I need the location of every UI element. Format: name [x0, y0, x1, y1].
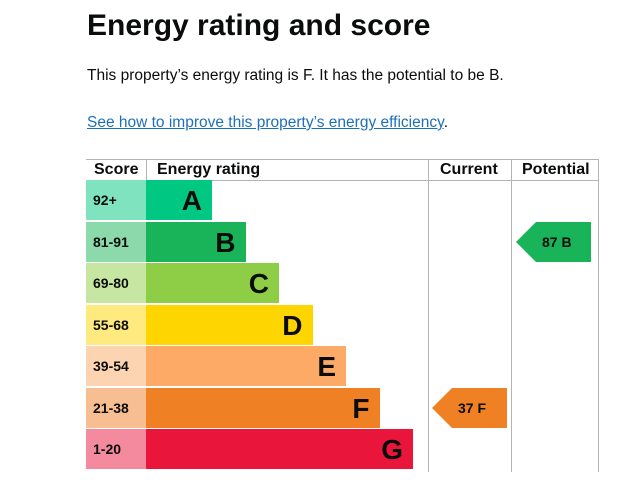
energy-rating-column-header: Energy rating	[157, 161, 261, 178]
current-column-left-border	[428, 159, 429, 472]
band-letter-a: A	[181, 185, 202, 216]
band-letter-c: C	[248, 268, 269, 299]
improve-efficiency-link[interactable]: See how to improve this property’s energ…	[87, 114, 444, 131]
band-letter-f: F	[352, 392, 370, 424]
band-letter-d: D	[282, 309, 303, 341]
band-score-c: 69-80	[86, 263, 146, 303]
improve-link-suffix: .	[443, 114, 448, 131]
band-letter-e: E	[317, 351, 336, 382]
band-bar-c: C	[146, 263, 279, 303]
chart-right-border	[598, 159, 599, 472]
chart-top-border	[86, 159, 599, 160]
potential-rating-text: 87 B	[542, 222, 572, 262]
current-arrow-shape	[432, 387, 507, 428]
band-letter-b: B	[215, 226, 236, 258]
potential-score-value: 87	[542, 233, 558, 250]
band-score-a: 92+	[86, 180, 146, 220]
current-column-header: Current	[440, 161, 498, 178]
potential-column-header: Potential	[522, 161, 590, 178]
current-score-value: 37	[458, 399, 474, 416]
band-bar-e: E	[146, 346, 346, 386]
improve-link-line: See how to improve this property’s energ…	[87, 113, 448, 133]
band-bar-g: G	[146, 429, 413, 469]
score-column-header: Score	[94, 161, 139, 178]
score-column-divider	[146, 159, 147, 181]
rating-summary: This property’s energy rating is F. It h…	[87, 67, 504, 84]
potential-rating-indicator: 87 B	[516, 221, 591, 262]
page-title: Energy rating and score	[87, 9, 431, 42]
potential-arrow-shape	[516, 221, 591, 262]
band-score-d: 55-68	[86, 304, 146, 345]
band-score-g: 1-20	[86, 429, 146, 469]
band-score-e: 39-54	[86, 346, 146, 386]
band-bar-a: A	[146, 180, 212, 220]
band-bar-f: F	[146, 387, 380, 428]
current-rating-text: 37 F	[458, 388, 486, 428]
band-bar-d: D	[146, 304, 313, 345]
current-band-letter: F	[477, 399, 487, 416]
potential-band-letter: B	[561, 233, 572, 250]
header-bottom-border	[86, 180, 599, 181]
current-rating-indicator: 37 F	[432, 387, 507, 428]
band-bar-b: B	[146, 221, 246, 262]
potential-column-left-border	[511, 159, 512, 472]
band-score-b: 81-91	[86, 221, 146, 262]
band-letter-g: G	[381, 434, 403, 465]
energy-rating-chart: Score Energy rating Current Potential 92…	[86, 159, 599, 472]
band-score-f: 21-38	[86, 387, 146, 428]
